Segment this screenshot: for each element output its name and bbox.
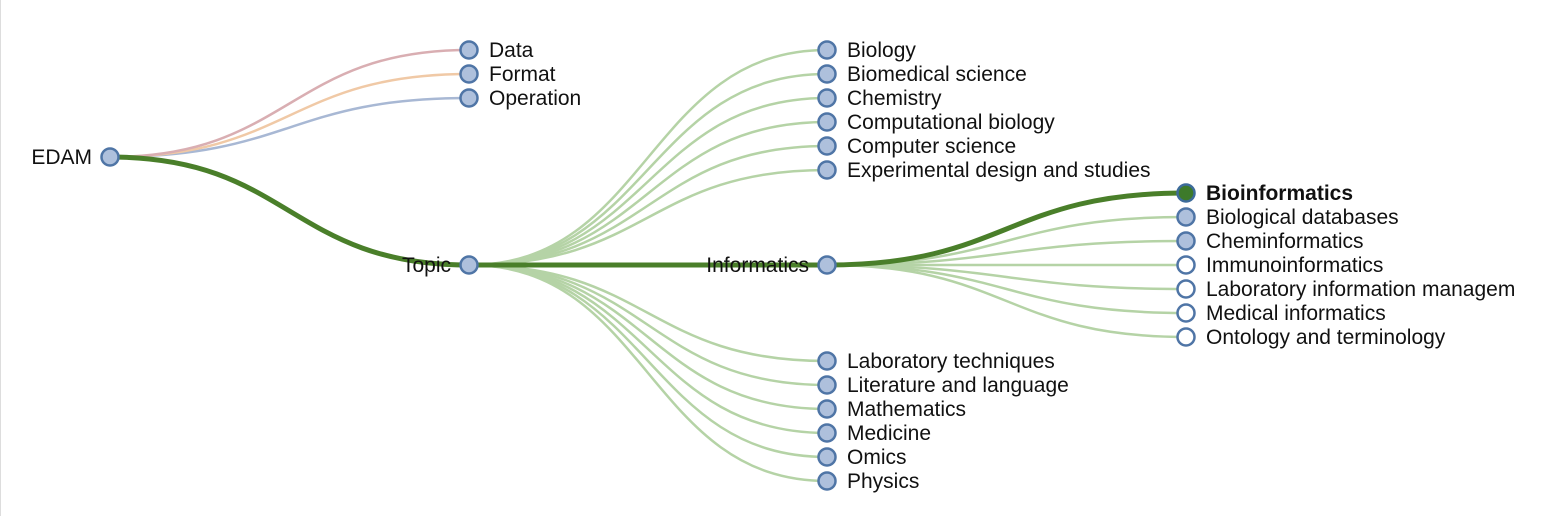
tree-node-topic[interactable]: Topic xyxy=(402,254,479,277)
node-circle[interactable] xyxy=(1176,255,1196,275)
node-circle[interactable] xyxy=(817,88,837,108)
node-label[interactable]: Medicine xyxy=(847,422,931,445)
tree-node-data[interactable]: Data xyxy=(459,39,534,62)
link-topic-chemistry xyxy=(468,96,828,267)
node-label[interactable]: Biomedical science xyxy=(847,63,1027,86)
node-label[interactable]: Computational biology xyxy=(847,111,1055,134)
node-label[interactable]: Operation xyxy=(489,87,581,110)
node-label[interactable]: Literature and language xyxy=(847,374,1069,397)
node-label[interactable]: Topic xyxy=(402,254,451,277)
link-edam-topic xyxy=(109,154,470,268)
node-circle[interactable] xyxy=(817,399,837,419)
tree-node-chemistry[interactable]: Chemistry xyxy=(817,87,943,110)
link-edam-operation xyxy=(109,96,470,159)
link-topic-computer-science xyxy=(468,144,828,267)
node-circle[interactable] xyxy=(817,255,837,275)
node-label[interactable]: Medical informatics xyxy=(1206,302,1386,325)
tree-node-medicine[interactable]: Medicine xyxy=(817,422,932,445)
link-topic-medicine xyxy=(468,263,828,435)
node-circle[interactable] xyxy=(1176,231,1196,251)
node-label[interactable]: Mathematics xyxy=(847,398,966,421)
tree-node-edam[interactable]: EDAM xyxy=(31,146,120,169)
node-label[interactable]: Immunoinformatics xyxy=(1206,254,1383,277)
tree-node-medical-informatics[interactable]: Medical informatics xyxy=(1176,302,1386,325)
tree-node-mathematics[interactable]: Mathematics xyxy=(817,398,967,421)
tree-node-computer-science[interactable]: Computer science xyxy=(817,135,1017,158)
node-label[interactable]: Omics xyxy=(847,446,907,469)
node-circle[interactable] xyxy=(817,447,837,467)
node-circle[interactable] xyxy=(817,64,837,84)
node-circle[interactable] xyxy=(817,375,837,395)
node-label[interactable]: Informatics xyxy=(706,254,809,277)
link-topic-literature-and-language xyxy=(468,263,828,387)
tree-node-literature-and-language[interactable]: Literature and language xyxy=(817,374,1069,397)
tree-node-physics[interactable]: Physics xyxy=(817,470,920,493)
node-label[interactable]: Experimental design and studies xyxy=(847,159,1151,182)
tree-node-laboratory-techniques[interactable]: Laboratory techniques xyxy=(817,350,1055,373)
node-label[interactable]: Physics xyxy=(847,470,919,493)
node-circle[interactable] xyxy=(459,255,479,275)
node-circle[interactable] xyxy=(817,112,837,132)
tree-node-operation[interactable]: Operation xyxy=(459,87,582,110)
tree-node-bioinformatics[interactable]: Bioinformatics xyxy=(1176,182,1354,205)
link-edam-format xyxy=(109,72,470,159)
node-circle[interactable] xyxy=(459,64,479,84)
node-circle[interactable] xyxy=(817,351,837,371)
link-edam-data xyxy=(109,48,470,159)
tree-node-omics[interactable]: Omics xyxy=(817,446,907,469)
link-topic-experimental-design-and-studies xyxy=(468,168,828,267)
node-circle[interactable] xyxy=(817,160,837,180)
tree-node-informatics[interactable]: Informatics xyxy=(706,254,837,277)
link-topic-laboratory-techniques xyxy=(468,263,828,363)
node-label[interactable]: Data xyxy=(489,39,534,62)
links-layer xyxy=(109,48,1187,483)
tree-node-biological-databases[interactable]: Biological databases xyxy=(1176,206,1399,229)
node-label[interactable]: Biological databases xyxy=(1206,206,1399,229)
tree-node-immunoinformatics[interactable]: Immunoinformatics xyxy=(1176,254,1384,277)
link-topic-omics xyxy=(468,263,828,459)
node-circle[interactable] xyxy=(1176,279,1196,299)
node-label[interactable]: Ontology and terminology xyxy=(1206,326,1446,349)
link-topic-physics xyxy=(468,263,828,483)
node-circle[interactable] xyxy=(1176,327,1196,347)
tree-node-computational-biology[interactable]: Computational biology xyxy=(817,111,1056,134)
node-label[interactable]: Format xyxy=(489,63,556,86)
link-topic-biology xyxy=(468,48,828,267)
node-label[interactable]: Laboratory information managem xyxy=(1206,278,1515,301)
tree-node-experimental-design-and-studies[interactable]: Experimental design and studies xyxy=(817,159,1151,182)
node-label[interactable]: Chemistry xyxy=(847,87,942,110)
node-label[interactable]: Cheminformatics xyxy=(1206,230,1364,253)
tree-node-biomedical-science[interactable]: Biomedical science xyxy=(817,63,1027,86)
tree-node-cheminformatics[interactable]: Cheminformatics xyxy=(1176,230,1364,253)
node-label[interactable]: Biology xyxy=(847,39,916,62)
link-topic-computational-biology xyxy=(468,120,828,267)
node-circle[interactable] xyxy=(100,147,120,167)
link-topic-mathematics xyxy=(468,263,828,411)
node-circle[interactable] xyxy=(459,88,479,108)
node-circle[interactable] xyxy=(817,423,837,443)
link-informatics-bioinformatics xyxy=(826,190,1187,268)
node-circle[interactable] xyxy=(817,40,837,60)
node-circle[interactable] xyxy=(817,471,837,491)
node-label[interactable]: Bioinformatics xyxy=(1206,182,1353,205)
node-label[interactable]: Computer science xyxy=(847,135,1016,158)
tree-node-ontology-and-terminology[interactable]: Ontology and terminology xyxy=(1176,326,1446,349)
node-circle[interactable] xyxy=(459,40,479,60)
node-circle[interactable] xyxy=(817,136,837,156)
node-circle[interactable] xyxy=(1176,183,1196,203)
node-label[interactable]: Laboratory techniques xyxy=(847,350,1055,373)
tree-node-biology[interactable]: Biology xyxy=(817,39,917,62)
tree-node-format[interactable]: Format xyxy=(459,63,556,86)
tree-node-laboratory-information-managem[interactable]: Laboratory information managem xyxy=(1176,278,1516,301)
node-label[interactable]: EDAM xyxy=(31,146,92,169)
node-circle[interactable] xyxy=(1176,207,1196,227)
node-circle[interactable] xyxy=(1176,303,1196,323)
